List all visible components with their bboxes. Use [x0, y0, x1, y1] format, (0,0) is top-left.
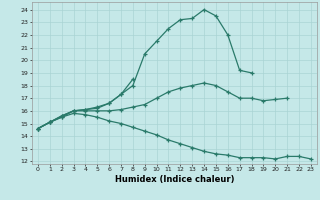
X-axis label: Humidex (Indice chaleur): Humidex (Indice chaleur) [115, 175, 234, 184]
